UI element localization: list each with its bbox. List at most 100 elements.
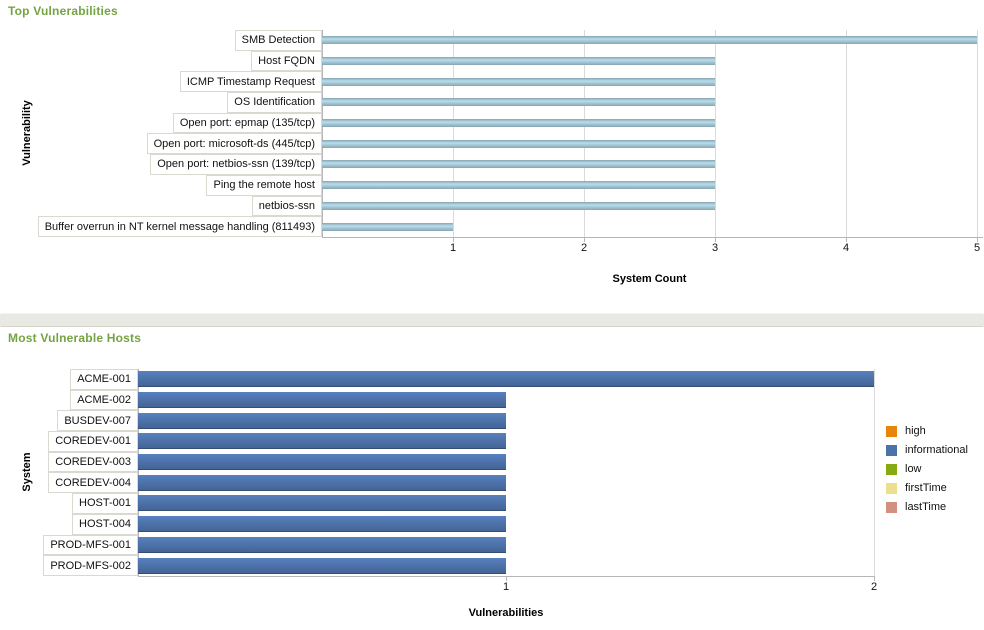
bar-row: Open port: netbios-ssn (139/tcp) [0,154,984,175]
x-tick-label: 4 [842,242,850,254]
bar-row: OS Identification [0,92,984,113]
category-cell: OS Identification [0,92,322,113]
x-tick-mark [453,238,454,242]
bar-track [138,410,984,431]
category-label: SMB Detection [234,30,322,51]
category-label: HOST-001 [72,493,138,514]
legend-item: firstTime [886,482,968,494]
bar-row: ACME-001 [0,369,984,390]
bar-row: COREDEV-001 [0,431,984,452]
bar-row: netbios-ssn [0,195,984,217]
x-tick-label: 3 [711,242,719,254]
category-cell: HOST-004 [0,513,138,535]
bar [322,57,715,66]
bar-track [322,92,984,113]
category-cell: HOST-001 [0,493,138,514]
bar-rows: ACME-001 ACME-002 BUSDEV-007 COREDEV-001 COR… [0,369,984,576]
category-label: ACME-002 [70,389,138,411]
bar-row: PROD-MFS-002 [0,555,984,576]
category-cell: COREDEV-001 [0,431,138,452]
bar-track [138,535,984,556]
bar [322,160,715,169]
bar [322,139,715,148]
legend-swatch [886,463,897,475]
legend-swatch [886,425,897,437]
bar-row: Host FQDN [0,50,984,72]
category-cell: Host FQDN [0,50,322,72]
category-label: ICMP Timestamp Request [179,71,322,93]
bar-row: Buffer overrun in NT kernel message hand… [0,216,984,237]
bar-track [322,51,984,72]
x-tick-label: 1 [502,581,510,593]
category-label: HOST-004 [72,513,138,535]
bar-track [322,30,984,51]
category-label: Open port: microsoft-ds (445/tcp) [146,133,322,155]
bar [322,98,715,107]
gridline [874,369,875,576]
bar-track [322,175,984,196]
bar-row: Open port: microsoft-ds (445/tcp) [0,133,984,155]
most-vulnerable-hosts-chart: Most Vulnerable Hosts System ACME-001 ACM… [0,327,984,629]
category-label: PROD-MFS-002 [43,555,138,576]
category-label: OS Identification [227,92,322,113]
category-cell: Buffer overrun in NT kernel message hand… [0,216,322,237]
category-cell: PROD-MFS-001 [0,534,138,556]
legend-swatch [886,482,897,494]
bar [138,454,506,471]
category-cell: Open port: microsoft-ds (445/tcp) [0,133,322,155]
x-axis-title: System Count [612,273,687,285]
category-label: Host FQDN [251,50,322,72]
bar-row: PROD-MFS-001 [0,534,984,556]
bar-row: ICMP Timestamp Request [0,71,984,93]
legend-item: low [886,463,968,475]
category-label: Buffer overrun in NT kernel message hand… [37,216,322,237]
category-cell: PROD-MFS-002 [0,555,138,576]
chart-title: Most Vulnerable Hosts [8,331,142,345]
category-label: Ping the remote host [206,174,322,196]
bar-row: ACME-002 [0,389,984,411]
gridline [846,30,847,237]
bar-track [138,369,984,390]
bar-track [322,133,984,154]
x-tick-label: 2 [580,242,588,254]
bar-track [138,390,984,411]
category-label: Open port: netbios-ssn (139/tcp) [150,154,322,175]
bar [322,119,715,128]
bar-row: HOST-001 [0,493,984,514]
bar-track [138,555,984,576]
category-cell: ACME-001 [0,369,138,390]
bar [322,222,453,231]
category-cell: ACME-002 [0,389,138,411]
x-axis-title: Vulnerabilities [468,607,544,619]
category-cell: BUSDEV-007 [0,410,138,432]
legend-label: firstTime [905,482,947,494]
bar [322,77,715,86]
bar [322,201,715,210]
bar [322,36,977,45]
legend-label: low [905,463,922,475]
x-tick-label: 1 [449,242,457,254]
x-tick-mark [715,238,716,242]
top-vulnerabilities-chart: Top Vulnerabilities Vulnerability SMB De… [0,0,984,313]
category-cell: COREDEV-004 [0,472,138,494]
gridline [453,30,454,237]
bar-track [138,472,984,493]
category-cell: ICMP Timestamp Request [0,71,322,93]
x-tick-mark [846,238,847,242]
category-label: PROD-MFS-001 [43,534,138,556]
bar-track [138,493,984,514]
x-tick-mark [584,238,585,242]
x-tick-mark [874,577,875,581]
bar-row: Open port: epmap (135/tcp) [0,112,984,134]
category-cell: Open port: epmap (135/tcp) [0,112,322,134]
bar-track [322,216,984,237]
legend-label: high [905,425,926,437]
legend-item: high [886,425,968,437]
bar [138,371,874,388]
bar [138,516,506,533]
bar-track [322,113,984,134]
category-cell: Ping the remote host [0,174,322,196]
bar-row: COREDEV-003 [0,451,984,473]
bar-rows: SMB Detection Host FQDN ICMP Timestamp Req… [0,30,984,237]
bar-row: HOST-004 [0,513,984,535]
